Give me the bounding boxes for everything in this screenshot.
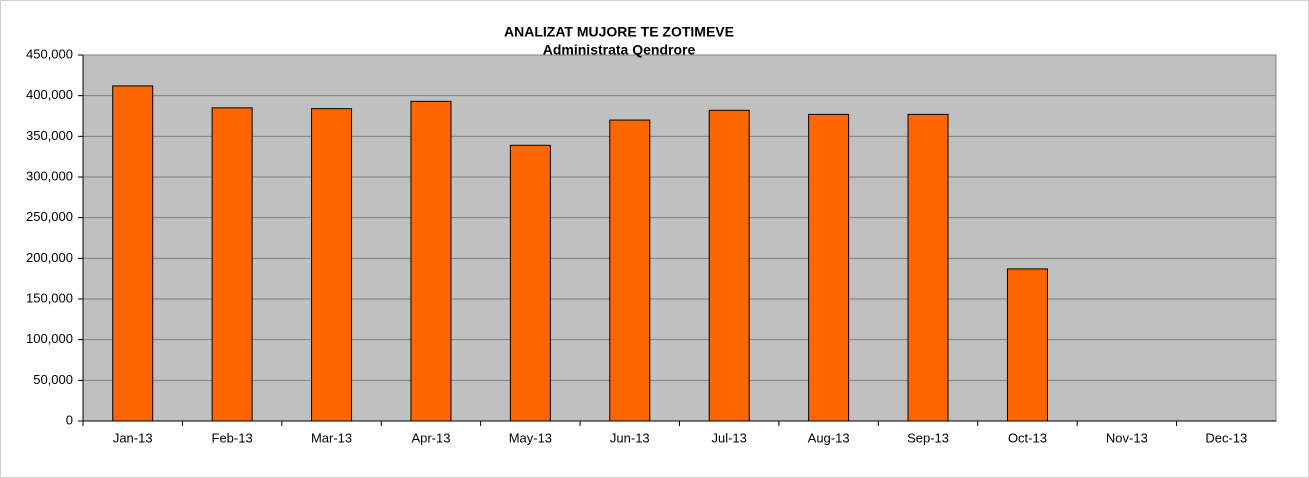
y-tick-label: 350,000 (26, 128, 73, 143)
plot-area (82, 54, 1277, 422)
bar (410, 100, 452, 422)
bar (609, 119, 651, 422)
x-tick-label: Aug-13 (808, 430, 850, 445)
bar (1006, 268, 1048, 422)
y-tick-label: 450,000 (26, 46, 73, 61)
x-tick-label: Jan-13 (113, 430, 153, 445)
y-tick-label: 300,000 (26, 168, 73, 183)
x-tick-label: Oct-13 (1008, 430, 1047, 445)
y-tick-label: 250,000 (26, 209, 73, 224)
x-tick-label: Mar-13 (311, 430, 352, 445)
bar (311, 108, 353, 422)
x-tick-label: Jun-13 (610, 430, 650, 445)
x-tick-label: Jul-13 (711, 430, 746, 445)
bar (211, 107, 253, 422)
chart-subtitle: Administrata Qendrore (543, 42, 696, 58)
x-tick-label: Feb-13 (212, 430, 253, 445)
x-tick-label: Sep-13 (907, 430, 949, 445)
y-tick-label: 400,000 (26, 87, 73, 102)
y-tick-label: 200,000 (26, 250, 73, 265)
y-tick-label: 150,000 (26, 290, 73, 305)
bar (907, 113, 949, 422)
x-tick-label: Nov-13 (1106, 430, 1148, 445)
x-tick-label: Apr-13 (411, 430, 450, 445)
y-tick-label: 100,000 (26, 331, 73, 346)
y-tick-label: 0 (66, 412, 73, 427)
bar (112, 85, 154, 422)
bar (708, 109, 750, 422)
bar (509, 144, 551, 422)
y-tick-label: 50,000 (33, 372, 73, 387)
x-tick-label: May-13 (509, 430, 552, 445)
bar (808, 113, 850, 422)
x-tick-label: Dec-13 (1205, 430, 1247, 445)
chart-title: ANALIZAT MUJORE TE ZOTIMEVE (504, 24, 734, 40)
